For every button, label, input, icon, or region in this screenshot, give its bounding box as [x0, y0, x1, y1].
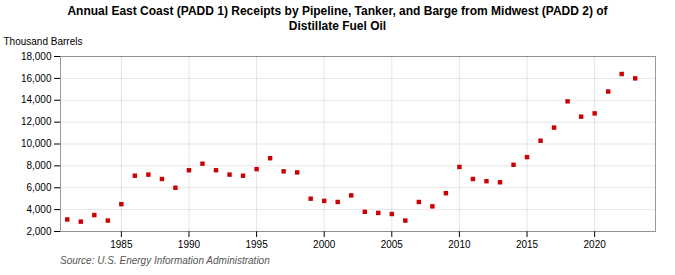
- svg-text:4,000: 4,000: [26, 204, 51, 215]
- svg-text:10,000: 10,000: [21, 138, 52, 149]
- svg-text:8,000: 8,000: [26, 160, 51, 171]
- svg-text:1985: 1985: [110, 239, 133, 250]
- svg-text:2015: 2015: [516, 239, 539, 250]
- svg-text:2000: 2000: [313, 239, 336, 250]
- svg-text:Thousand Barrels: Thousand Barrels: [4, 36, 83, 47]
- svg-text:16,000: 16,000: [21, 73, 52, 84]
- svg-text:2020: 2020: [584, 239, 607, 250]
- svg-text:2010: 2010: [448, 239, 471, 250]
- svg-text:2005: 2005: [381, 239, 404, 250]
- svg-text:18,000: 18,000: [21, 51, 52, 62]
- svg-text:2,000: 2,000: [26, 226, 51, 237]
- svg-text:1990: 1990: [178, 239, 201, 250]
- svg-text:12,000: 12,000: [21, 116, 52, 127]
- html-text:Annual East Coast (PADD 1) Rec: Annual East Coast (PADD 1) Receipts by P…: [67, 4, 608, 33]
- svg-text:14,000: 14,000: [21, 94, 52, 105]
- svg-text:1995: 1995: [245, 239, 268, 250]
- svg-text:6,000: 6,000: [26, 182, 51, 193]
- html-text:Source: U.S. Energy Informatio: Source: U.S. Energy Information Administ…: [60, 255, 270, 266]
